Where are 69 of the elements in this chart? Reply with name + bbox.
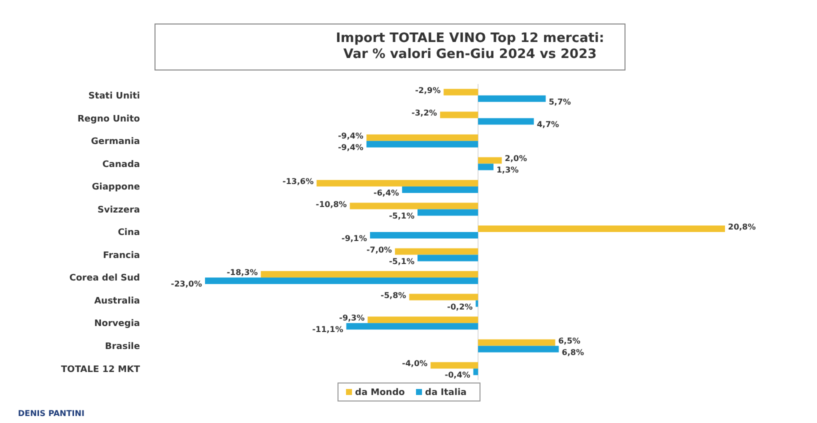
data-label: 2,0% <box>504 154 527 164</box>
data-label: 6,5% <box>558 336 580 346</box>
y-tick-label: Brasile <box>104 342 140 352</box>
bar <box>478 157 502 164</box>
y-tick-label: Regno Unito <box>78 114 140 124</box>
legend-label: da Italia <box>425 388 467 398</box>
bar <box>366 140 478 148</box>
data-label: 6,8% <box>562 348 584 357</box>
data-label: -9,3% <box>339 314 365 323</box>
bar <box>478 95 546 102</box>
bar <box>478 118 534 125</box>
data-label: -3,2% <box>412 108 438 118</box>
data-label: -2,9% <box>415 86 441 95</box>
data-label: -10,8% <box>316 200 347 209</box>
bar <box>366 134 478 141</box>
bar <box>418 254 478 262</box>
y-tick-label: Francia <box>103 250 140 261</box>
bar <box>402 186 478 193</box>
bar <box>476 300 478 307</box>
data-label: -9,4% <box>338 131 364 140</box>
data-label: -0,2% <box>447 302 473 312</box>
data-label: -18,3% <box>226 268 258 278</box>
bar <box>260 271 478 278</box>
bar <box>418 209 478 216</box>
bar <box>368 316 478 324</box>
data-label: -4,0% <box>402 359 428 368</box>
data-label: -5,1% <box>388 256 415 266</box>
text: DENIS PANTINI <box>18 409 84 418</box>
bar <box>440 112 478 118</box>
bar <box>316 180 478 186</box>
y-tick-label: Stati Uniti <box>88 92 140 102</box>
y-tick-label: TOTALE 12 MKT <box>61 364 141 375</box>
data-label: -7,0% <box>366 245 392 254</box>
chart-title: Import TOTALE VINO Top 12 mercati: Var % valori Gen-Giu 2024 vs 2023 <box>336 31 604 62</box>
y-tick-label: Australia <box>94 296 140 306</box>
bar <box>430 362 478 369</box>
data-label: -9,1% <box>342 234 368 244</box>
data-label: -6,4% <box>374 188 400 198</box>
y-tick-label: Canada <box>102 160 140 170</box>
data-label: -0,4% <box>444 370 470 380</box>
data-label: 1,3% <box>496 166 519 175</box>
y-tick-label: Corea del Sud <box>69 274 140 284</box>
y-tick-label: Giappone <box>92 182 140 193</box>
y-tick-label: Norvegia <box>94 319 140 330</box>
bar <box>478 164 494 170</box>
data-label: -13,6% <box>282 177 314 186</box>
data-label: -5,8% <box>380 290 406 300</box>
y-tick-label: Germania <box>91 137 140 148</box>
y-tick-label: Cina <box>118 228 140 238</box>
bar <box>370 232 478 238</box>
bar <box>478 346 559 352</box>
bar <box>394 248 478 255</box>
bar <box>350 202 478 210</box>
data-label: -5,1% <box>388 211 415 220</box>
bar <box>473 368 478 376</box>
data-label: 4,7% <box>536 120 560 130</box>
data-label: -11,1% <box>312 325 344 334</box>
bar <box>409 294 478 300</box>
legend-label: da Mondo <box>355 388 405 398</box>
bar <box>444 88 478 96</box>
bar <box>478 226 725 232</box>
bar <box>205 278 478 284</box>
data-label: -9,4% <box>338 142 364 152</box>
bar <box>478 339 556 346</box>
bar <box>346 323 478 330</box>
data-label: 5,7% <box>548 97 571 106</box>
data-label: 20,8% <box>728 222 756 232</box>
data-label: -23,0% <box>170 280 202 289</box>
y-tick-label: Svizzera <box>97 205 140 216</box>
